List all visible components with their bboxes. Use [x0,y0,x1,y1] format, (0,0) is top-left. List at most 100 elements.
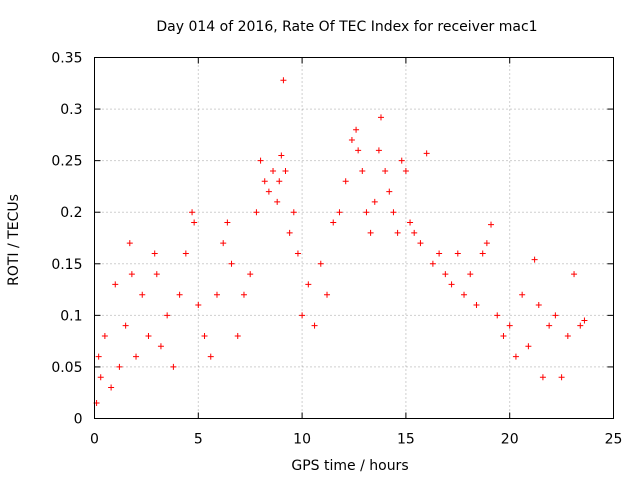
data-point [95,353,102,360]
data-point [126,240,133,247]
data-point [454,250,461,257]
data-point [228,260,235,267]
data-point [191,219,198,226]
data-point [282,167,289,174]
data-point [195,302,202,309]
data-point [257,157,264,164]
data-point [394,229,401,236]
data-point [108,384,115,391]
data-point [402,167,409,174]
data-point [139,291,146,298]
data-point [101,332,108,339]
data-point [411,229,418,236]
data-point [299,312,306,319]
data-point [157,343,164,350]
data-point [317,260,324,267]
data-point [371,198,378,205]
data-point [294,250,301,257]
data-point [176,291,183,298]
data-point [558,374,565,381]
data-point [398,157,405,164]
data-point [112,281,119,288]
data-point [577,322,584,329]
data-point [274,198,281,205]
data-point [488,221,495,228]
data-point [189,209,196,216]
data-point [182,250,189,257]
x-tick-label: 25 [605,432,623,448]
data-point [261,178,268,185]
data-point [265,188,272,195]
data-point [546,322,553,329]
data-point [253,209,260,216]
data-point [220,240,227,247]
data-point [552,312,559,319]
x-axis-tick-labels: 0 5 10 15 20 25 [90,432,622,448]
data-point [417,240,424,247]
x-axis-title: GPS time / hours [291,458,408,474]
data-point [280,77,287,84]
data-point [170,363,177,370]
data-point [355,147,362,154]
data-point [348,137,355,144]
y-tick-label: 0.25 [51,154,82,170]
data-point [375,147,382,154]
data-point [353,126,360,133]
data-point [213,291,220,298]
y-tick-label: 0.3 [60,102,82,118]
data-point [363,209,370,216]
data-point [525,343,532,350]
data-point [581,317,588,324]
data-point [133,353,140,360]
data-point [207,353,214,360]
y-axis-title: ROTI / TECUs [6,194,22,286]
y-tick-label: 0.15 [51,257,82,273]
data-point [429,260,436,267]
data-point [247,271,254,278]
data-point [423,150,430,157]
data-point [234,332,241,339]
data-point [571,271,578,278]
data-point [290,209,297,216]
data-point [240,291,247,298]
data-point [276,178,283,185]
data-point [128,271,135,278]
y-axis-tick-labels: 0 0.05 0.1 0.15 0.2 0.25 0.3 0.35 [51,51,82,428]
data-point [539,374,546,381]
data-point [122,322,129,329]
grid [94,57,614,419]
data-point [359,167,366,174]
data-point [97,374,104,381]
data-point [519,291,526,298]
data-point [224,219,231,226]
data-point [305,281,312,288]
data-point [483,240,490,247]
data-point [278,152,285,159]
data-point [531,256,538,263]
data-point [164,312,171,319]
data-point [500,332,507,339]
data-point [479,250,486,257]
plot-frame [94,57,614,419]
y-tick-label: 0.35 [51,51,82,67]
data-point [436,250,443,257]
data-point [367,229,374,236]
data-point [494,312,501,319]
data-points [93,77,588,407]
data-point [286,229,293,236]
data-point [201,332,208,339]
data-point [324,291,331,298]
data-point [153,271,160,278]
y-tick-label: 0.05 [51,360,82,376]
data-point [311,322,318,329]
data-point [336,209,343,216]
data-point [151,250,158,257]
data-point [467,271,474,278]
y-tick-label: 0 [74,412,83,428]
data-point [448,281,455,288]
data-point [461,291,468,298]
data-point [512,353,519,360]
data-point [116,363,123,370]
x-tick-label: 10 [293,432,311,448]
